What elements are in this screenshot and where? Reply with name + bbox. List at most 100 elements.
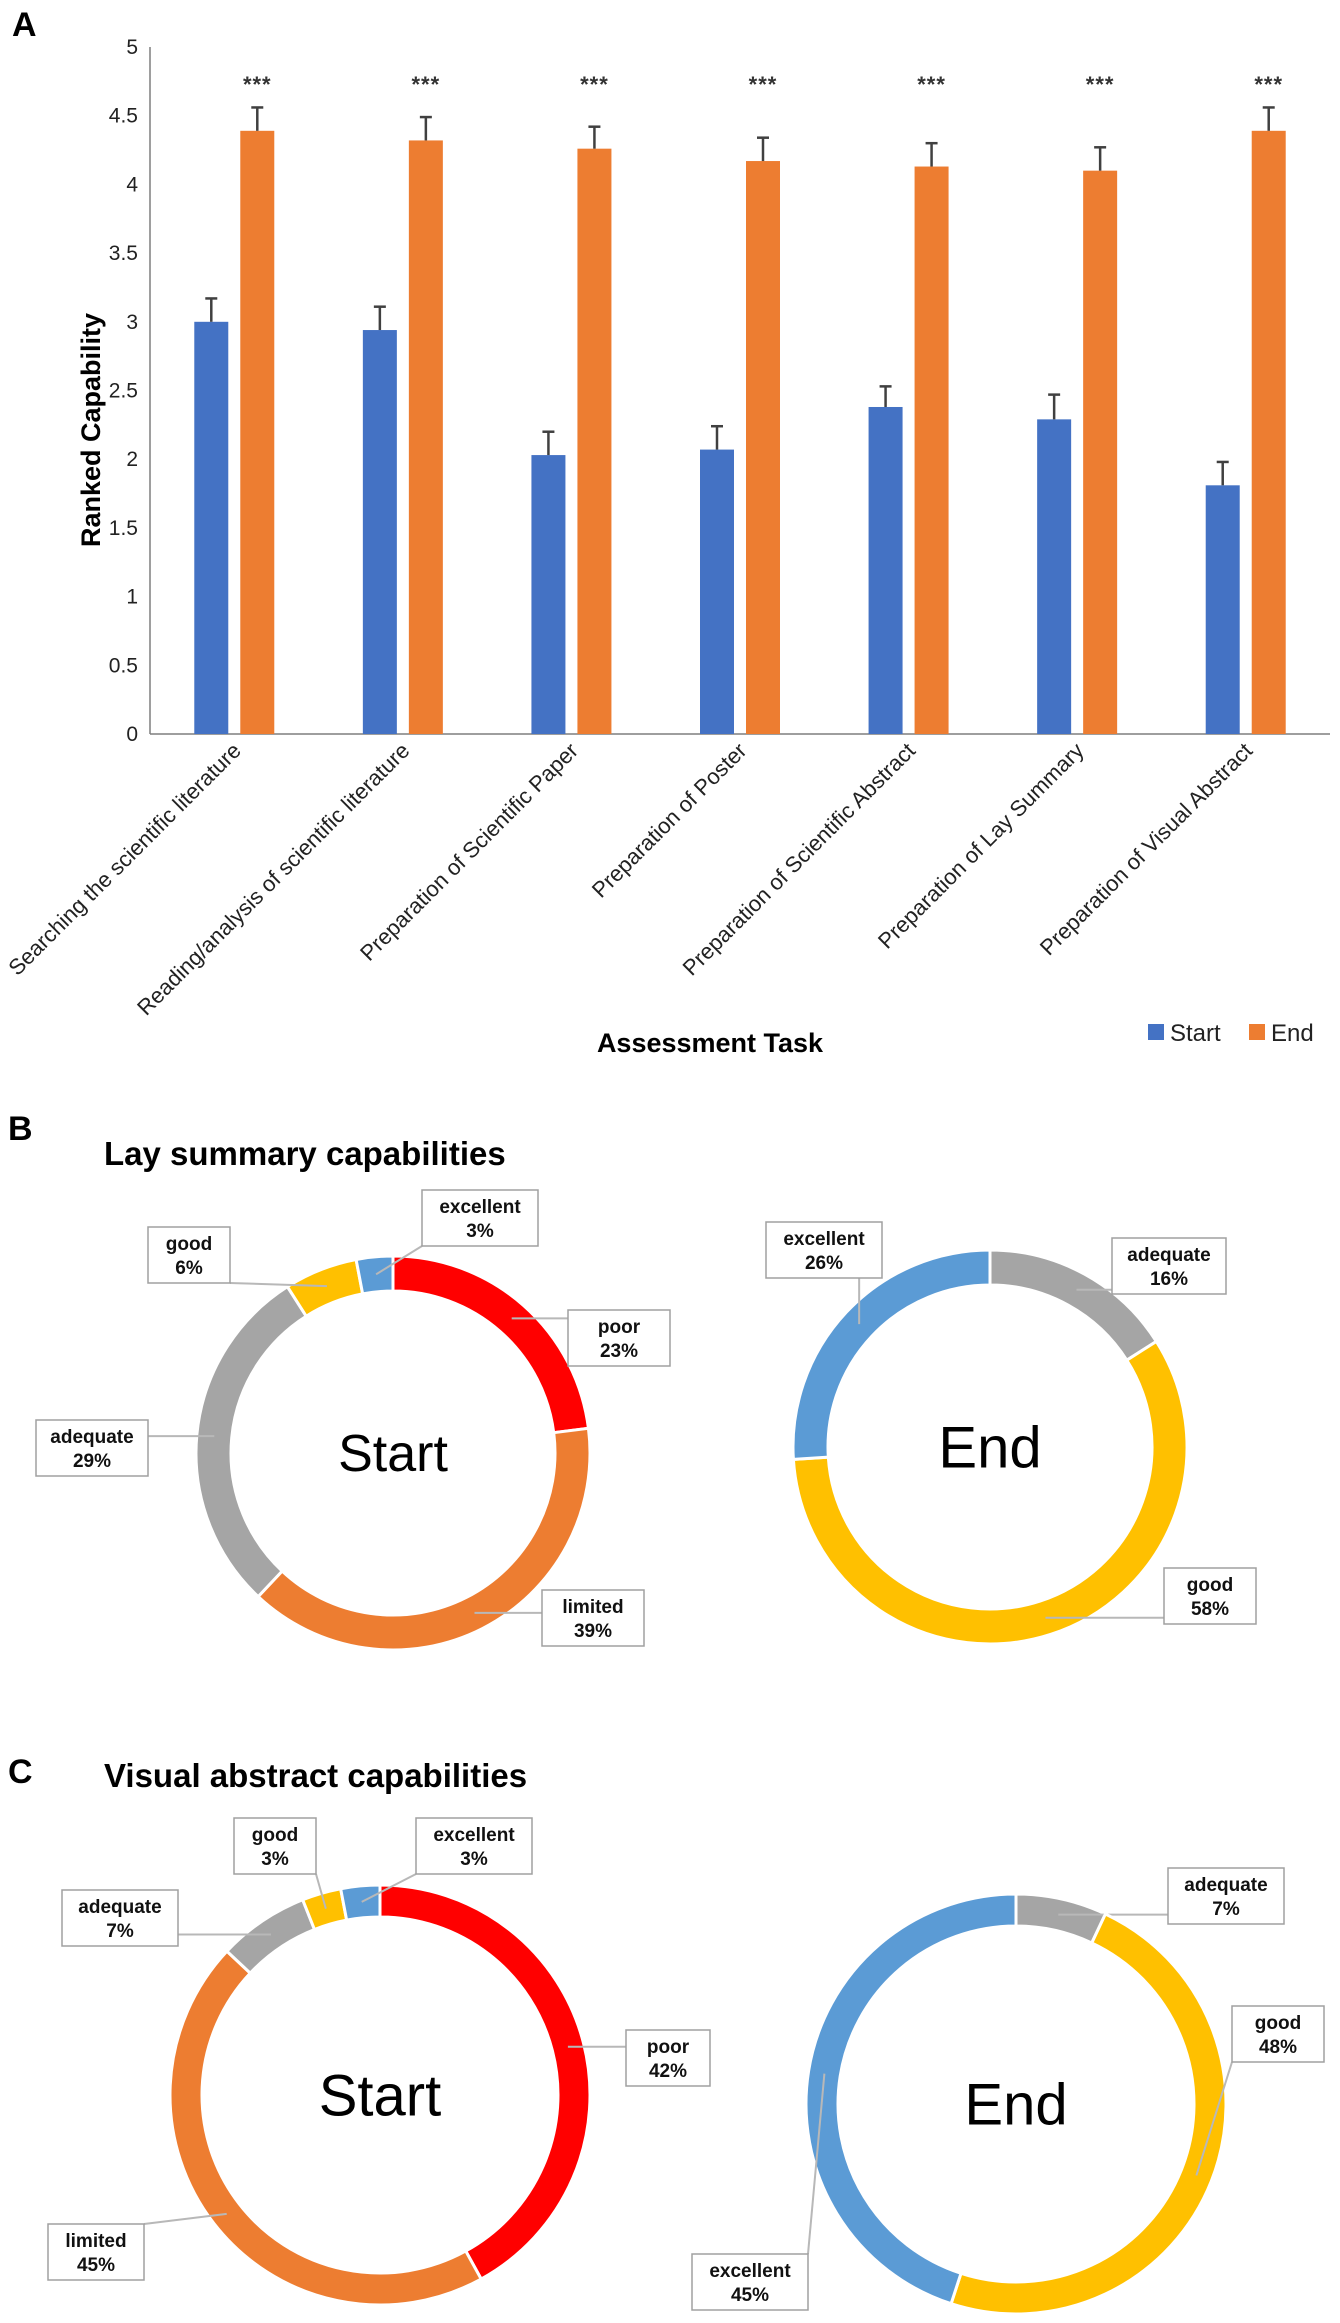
donut-slice-excellent: [804, 1892, 1018, 2306]
y-tick-label: 5: [126, 36, 138, 59]
legend-swatch-start: [1148, 1024, 1164, 1040]
bar-start: [194, 321, 229, 734]
significance-marker: ***: [1086, 72, 1115, 97]
callout-percent: 29%: [73, 1451, 111, 1472]
callout-percent: 3%: [460, 1849, 488, 1870]
callout-percent: 7%: [106, 1921, 134, 1942]
bar-start: [362, 330, 397, 734]
panel-letter-b: B: [8, 1110, 33, 1148]
donut-center-label: End: [964, 2072, 1067, 2137]
callout-label: excellent: [433, 1825, 515, 1846]
legend-label-start: Start: [1170, 1020, 1221, 1047]
bar-end: [577, 148, 612, 734]
callout-label: poor: [647, 2037, 690, 2058]
bar-start: [1037, 419, 1072, 734]
x-category-label: Reading/analysis of scientific literatur…: [132, 738, 414, 1020]
visual-abstract-title: Visual abstract capabilities: [104, 1757, 527, 1794]
callout-label: adequate: [50, 1427, 133, 1448]
callout-label: excellent: [709, 2261, 791, 2282]
significance-marker: ***: [917, 72, 946, 97]
callout-label: poor: [598, 1317, 641, 1338]
callout-box: [61, 1889, 179, 1947]
y-tick-label: 4.5: [109, 105, 138, 128]
y-tick-label: 2: [126, 448, 138, 471]
bar-start: [531, 455, 566, 734]
significance-marker: ***: [1254, 72, 1283, 97]
callout-box: [765, 1221, 883, 1279]
donut-visual-abstract-start: poor 42% limited 45% adequate 7% good 3% excelle…: [47, 1817, 711, 2307]
callout-leader: [1195, 2061, 1233, 2176]
callout-box: [691, 2253, 809, 2311]
callout-percent: 58%: [1191, 1599, 1229, 1620]
callout-percent: 16%: [1150, 1269, 1188, 1290]
callout-leader: [315, 1873, 327, 1909]
callout-box: [415, 1817, 533, 1875]
callout-box: [625, 2029, 711, 2087]
y-tick-label: 0: [126, 723, 138, 746]
legend-swatch-end: [1249, 1024, 1265, 1040]
panel-letter-a: A: [12, 6, 37, 44]
donut-visual-abstract-end: adequate 7% good 48% excellent 45% End: [691, 1867, 1325, 2316]
donut-slice-poor: [391, 1254, 591, 1435]
donut-center-label: Start: [338, 1425, 448, 1483]
bar-chart: 00.511.522.533.544.55***Searching the sc…: [3, 36, 1330, 1020]
callout-label: excellent: [439, 1197, 521, 1218]
y-tick-label: 3: [126, 311, 138, 334]
bar-end: [408, 140, 443, 734]
callout-label: good: [252, 1825, 298, 1846]
callout-box: [1167, 1867, 1285, 1925]
y-tick-label: 2.5: [109, 380, 138, 403]
donut-slice-excellent: [354, 1254, 395, 1296]
donut-lay-summary-start: poor 23% limited 39% adequate 29% good 6% excell…: [35, 1189, 671, 1652]
significance-marker: ***: [749, 72, 778, 97]
significance-marker: ***: [243, 72, 272, 97]
callout-label: limited: [65, 2231, 126, 2252]
callout-percent: 45%: [731, 2285, 769, 2306]
callout-percent: 3%: [261, 1849, 289, 1870]
callout-percent: 7%: [1212, 1899, 1240, 1920]
y-tick-label: 4: [126, 173, 138, 196]
x-category-label: Preparation of Poster: [587, 738, 752, 903]
bar-end: [1251, 130, 1286, 735]
y-tick-label: 3.5: [109, 242, 138, 265]
callout-label: adequate: [78, 1897, 161, 1918]
lay-summary-title: Lay summary capabilities: [104, 1135, 506, 1172]
x-axis-title: Assessment Task: [597, 1028, 824, 1058]
donut-lay-summary-end: adequate 16% good 58% excellent 26% End: [765, 1221, 1257, 1646]
callout-percent: 6%: [175, 1258, 203, 1279]
callout-percent: 42%: [649, 2061, 687, 2082]
callout-label: adequate: [1127, 1245, 1210, 1266]
callout-percent: 39%: [574, 1621, 612, 1642]
callout-label: limited: [562, 1597, 623, 1618]
significance-marker: ***: [580, 72, 609, 97]
donut-slice-excellent: [338, 1883, 382, 1922]
bar-end: [240, 130, 275, 735]
callout-box: [421, 1189, 539, 1247]
legend-label-end: End: [1271, 1020, 1314, 1047]
callout-leader: [375, 1245, 423, 1276]
donut-slice-good: [791, 1339, 1189, 1646]
bar-end: [914, 166, 949, 735]
callout-label: good: [166, 1234, 212, 1255]
callout-leader: [143, 2212, 227, 2225]
callout-percent: 48%: [1259, 2037, 1297, 2058]
callout-box: [233, 1817, 317, 1875]
callout-label: good: [1255, 2013, 1301, 2034]
callout-box: [541, 1589, 645, 1647]
y-tick-label: 0.5: [109, 654, 138, 677]
donut-center-label: Start: [319, 2063, 442, 2128]
callout-label: adequate: [1184, 1875, 1267, 1896]
callout-leader: [807, 2073, 826, 2255]
callout-box: [35, 1419, 149, 1477]
callout-box: [567, 1309, 671, 1367]
callout-leader: [229, 1282, 327, 1288]
panel-letter-c: C: [8, 1753, 33, 1791]
bar-end: [746, 161, 780, 735]
legend: Start End: [1148, 1020, 1314, 1047]
donut-center-label: End: [938, 1415, 1041, 1480]
bar-end: [1083, 170, 1118, 734]
callout-percent: 45%: [77, 2255, 115, 2276]
callout-leader: [361, 1873, 417, 1903]
y-axis-title: Ranked Capability: [76, 313, 106, 547]
